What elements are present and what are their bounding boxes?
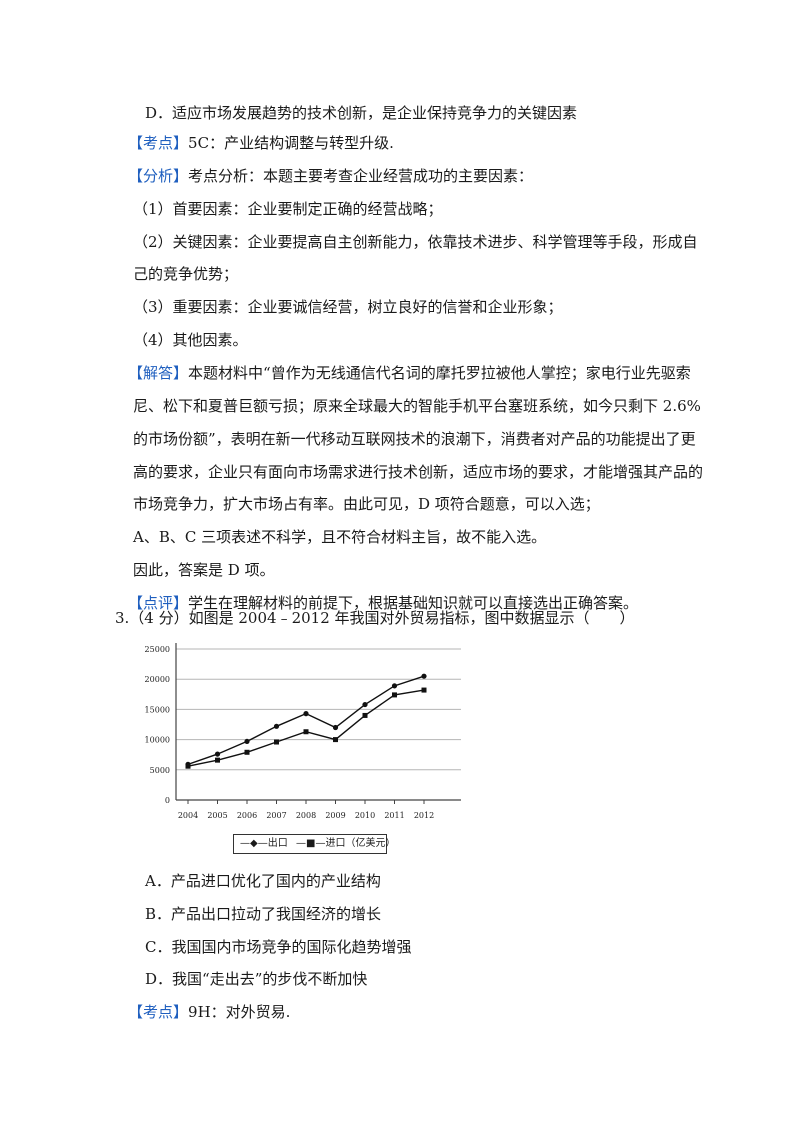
chart-series (185, 674, 426, 769)
answer-line: 因此，答案是 D 项。 (133, 560, 275, 580)
legend-import: —■—进口（亿美元） (296, 835, 395, 853)
x-tick-label: 2008 (296, 811, 316, 820)
data-point-export (215, 751, 220, 756)
data-point-export (362, 702, 367, 707)
kaodian2-tag: 考点 (143, 1003, 173, 1021)
x-tick-label: 2007 (266, 811, 286, 820)
jieda-tag: 解答 (143, 364, 173, 382)
series-line-import (188, 690, 424, 766)
factor-3: （3）重要因素：企业要诚信经营，树立良好的信誉和企业形象； (133, 297, 563, 317)
fenxi-tag: 分析 (143, 167, 173, 185)
tag-bracket-open: 【 (128, 134, 143, 152)
y-tick-label: 5000 (150, 766, 170, 775)
legend-export-marker: —◆— (240, 838, 268, 849)
legend-export: —◆—出口 (240, 835, 288, 853)
kaodian-line: 【考点】5C：产业结构调整与转型升级. (128, 133, 394, 153)
data-point-import (333, 737, 338, 742)
legend-import-marker: —■— (296, 838, 325, 849)
data-point-import (392, 692, 397, 697)
question-3: 3.（4 分）如图是 2004﹣2012 年我国对外贸易指标，图中数据显示（ ） (115, 608, 635, 628)
data-point-export (392, 683, 397, 688)
tag-bracket-open: 【 (128, 364, 143, 382)
jieda-text-1: 本题材料中“曾作为无线通信代名词的摩托罗拉被他人掌控；家电行业先驱索 (188, 364, 691, 382)
data-point-export (303, 711, 308, 716)
series-line-export (188, 676, 424, 764)
fenxi-line: 【分析】考点分析：本题主要考查企业经营成功的主要因素： (128, 166, 533, 186)
data-point-export (274, 724, 279, 729)
kaodian-text: 5C：产业结构调整与转型升级. (188, 134, 394, 152)
data-point-export (244, 739, 249, 744)
jieda-line-1: 【解答】本题材料中“曾作为无线通信代名词的摩托罗拉被他人掌控；家电行业先驱索 (128, 363, 691, 383)
y-tick-label: 0 (165, 796, 170, 805)
chart-legend: —◆—出口 —■—进口（亿美元） (233, 834, 387, 854)
y-tick-label: 20000 (145, 675, 170, 684)
tag-bracket-open: 【 (128, 1003, 143, 1021)
abc-line: A、B、C 三项表述不科学，且不符合材料主旨，故不能入选。 (133, 527, 546, 547)
option-b: B．产品出口拉动了我国经济的增长 (145, 904, 381, 924)
jieda-line-3: 的市场份额”，表明在新一代移动互联网技术的浪潮下，消费者对产品的功能提出了更 (133, 429, 696, 449)
y-tick-label: 10000 (145, 736, 170, 745)
tag-bracket-close: 】 (173, 134, 188, 152)
x-tick-label: 2009 (325, 811, 345, 820)
data-point-import (186, 764, 191, 769)
jieda-line-4: 高的要求，企业只有面向市场需求进行技术创新，适应市场的要求，才能增强其产品的 (133, 462, 703, 482)
data-point-import (422, 688, 427, 693)
tag-bracket-close: 】 (173, 1003, 188, 1021)
factor-2a: （2）关键因素：企业要提高自主创新能力，依靠技术进步、科学管理等手段，形成自 (133, 232, 698, 252)
tag-bracket-open: 【 (128, 167, 143, 185)
option-d: D．我国“走出去”的步伐不断加快 (145, 969, 367, 989)
y-tick-label: 25000 (145, 645, 170, 654)
x-tick-label: 2012 (414, 811, 434, 820)
data-point-import (363, 713, 368, 718)
chart-axes: 0 5000 10000 15000 20000 25000 2004 2005 2006 200… (145, 643, 461, 820)
x-tick-label: 2011 (384, 811, 404, 820)
jieda-line-2: 尼、松下和夏普巨额亏损；原来全球最大的智能手机平台塞班系统，如今只剩下 2.6% (133, 396, 701, 416)
kaodian2-text: 9H：对外贸易. (188, 1003, 290, 1021)
option-a: A．产品进口优化了国内的产业结构 (145, 871, 381, 891)
y-tick-label: 15000 (145, 705, 170, 714)
jieda-line-5: 市场竞争力，扩大市场占有率。由此可见，D 项符合题意，可以入选； (133, 494, 600, 514)
fenxi-text: 考点分析：本题主要考查企业经营成功的主要因素： (188, 167, 533, 185)
factor-4: （4）其他因素。 (133, 330, 248, 350)
chart-grid (176, 649, 461, 770)
factor-1: （1）首要因素：企业要制定正确的经营战略； (133, 199, 443, 219)
trade-line-chart: 0 5000 10000 15000 20000 25000 2004 2005 2006 200… (128, 638, 468, 858)
factor-2b: 己的竞争优势； (133, 264, 238, 284)
x-tick-label: 2005 (207, 811, 227, 820)
x-tick-label: 2010 (355, 811, 375, 820)
option-c: C．我国国内市场竞争的国际化趋势增强 (145, 937, 411, 957)
data-point-import (274, 740, 279, 745)
data-point-import (245, 750, 250, 755)
data-point-export (333, 725, 338, 730)
legend-export-label: 出口 (268, 838, 288, 849)
data-point-export (421, 674, 426, 679)
tag-bracket-close: 】 (173, 364, 188, 382)
x-tick-label: 2006 (237, 811, 257, 820)
x-tick-label: 2004 (178, 811, 198, 820)
kaodian-tag: 考点 (143, 134, 173, 152)
option-d-prev: D．适应市场发展趋势的技术创新，是企业保持竞争力的关键因素 (145, 103, 577, 123)
data-point-import (304, 729, 309, 734)
legend-import-label: 进口（亿美元） (325, 838, 395, 849)
data-point-import (215, 758, 220, 763)
tag-bracket-close: 】 (173, 167, 188, 185)
kaodian2-line: 【考点】9H：对外贸易. (128, 1002, 290, 1022)
